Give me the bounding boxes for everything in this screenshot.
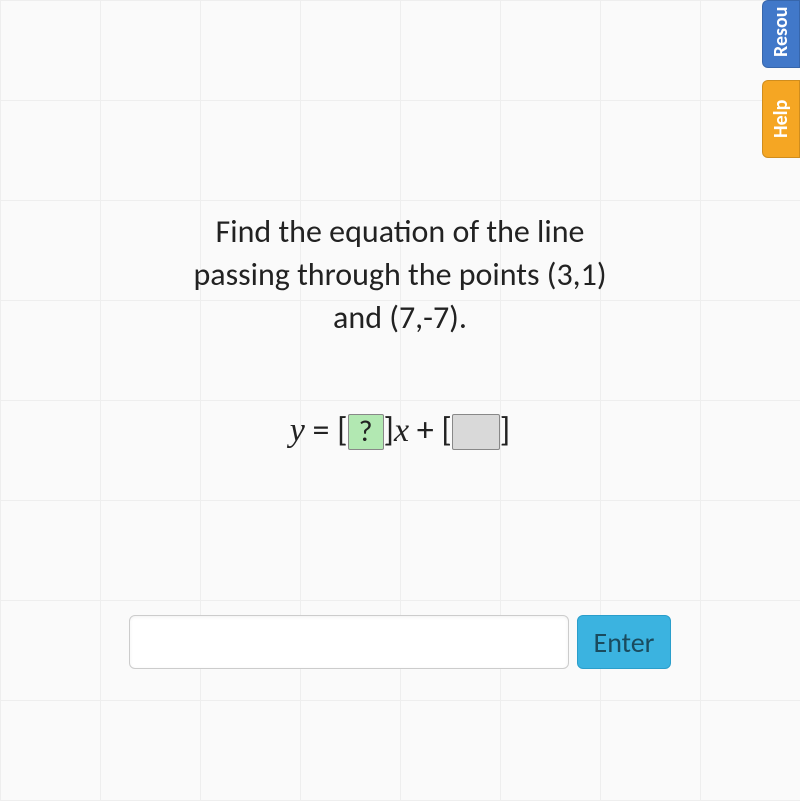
tab-resources[interactable]: Resou [762,0,800,68]
slope-input-slot[interactable]: ? [348,414,384,450]
intercept-input-slot[interactable] [452,414,500,450]
prompt-line-2: passing through the points (3,1) [193,255,606,294]
answer-input[interactable] [129,615,569,669]
equation-equals: = [305,410,337,451]
equation: y = [ ? ]x + [ ] [0,410,800,451]
prompt-line-3: and (7,-7). [333,298,467,337]
question-content: Find the equation of the line passing th… [0,210,800,451]
prompt-line-1: Find the equation of the line [216,212,585,251]
question-prompt: Find the equation of the line passing th… [0,210,800,340]
equation-plus: + [409,410,441,451]
equation-lbracket-2: [ [441,410,451,451]
tab-help[interactable]: Help [762,80,800,158]
equation-rbracket-1: ] [384,410,394,451]
equation-y: y [290,412,305,449]
side-tabs: Resou Help [762,0,800,170]
equation-x: x [394,412,409,449]
enter-button[interactable]: Enter [577,615,672,669]
answer-row: Enter [0,615,800,669]
equation-rbracket-2: ] [500,410,510,451]
equation-lbracket-1: [ [337,410,347,451]
